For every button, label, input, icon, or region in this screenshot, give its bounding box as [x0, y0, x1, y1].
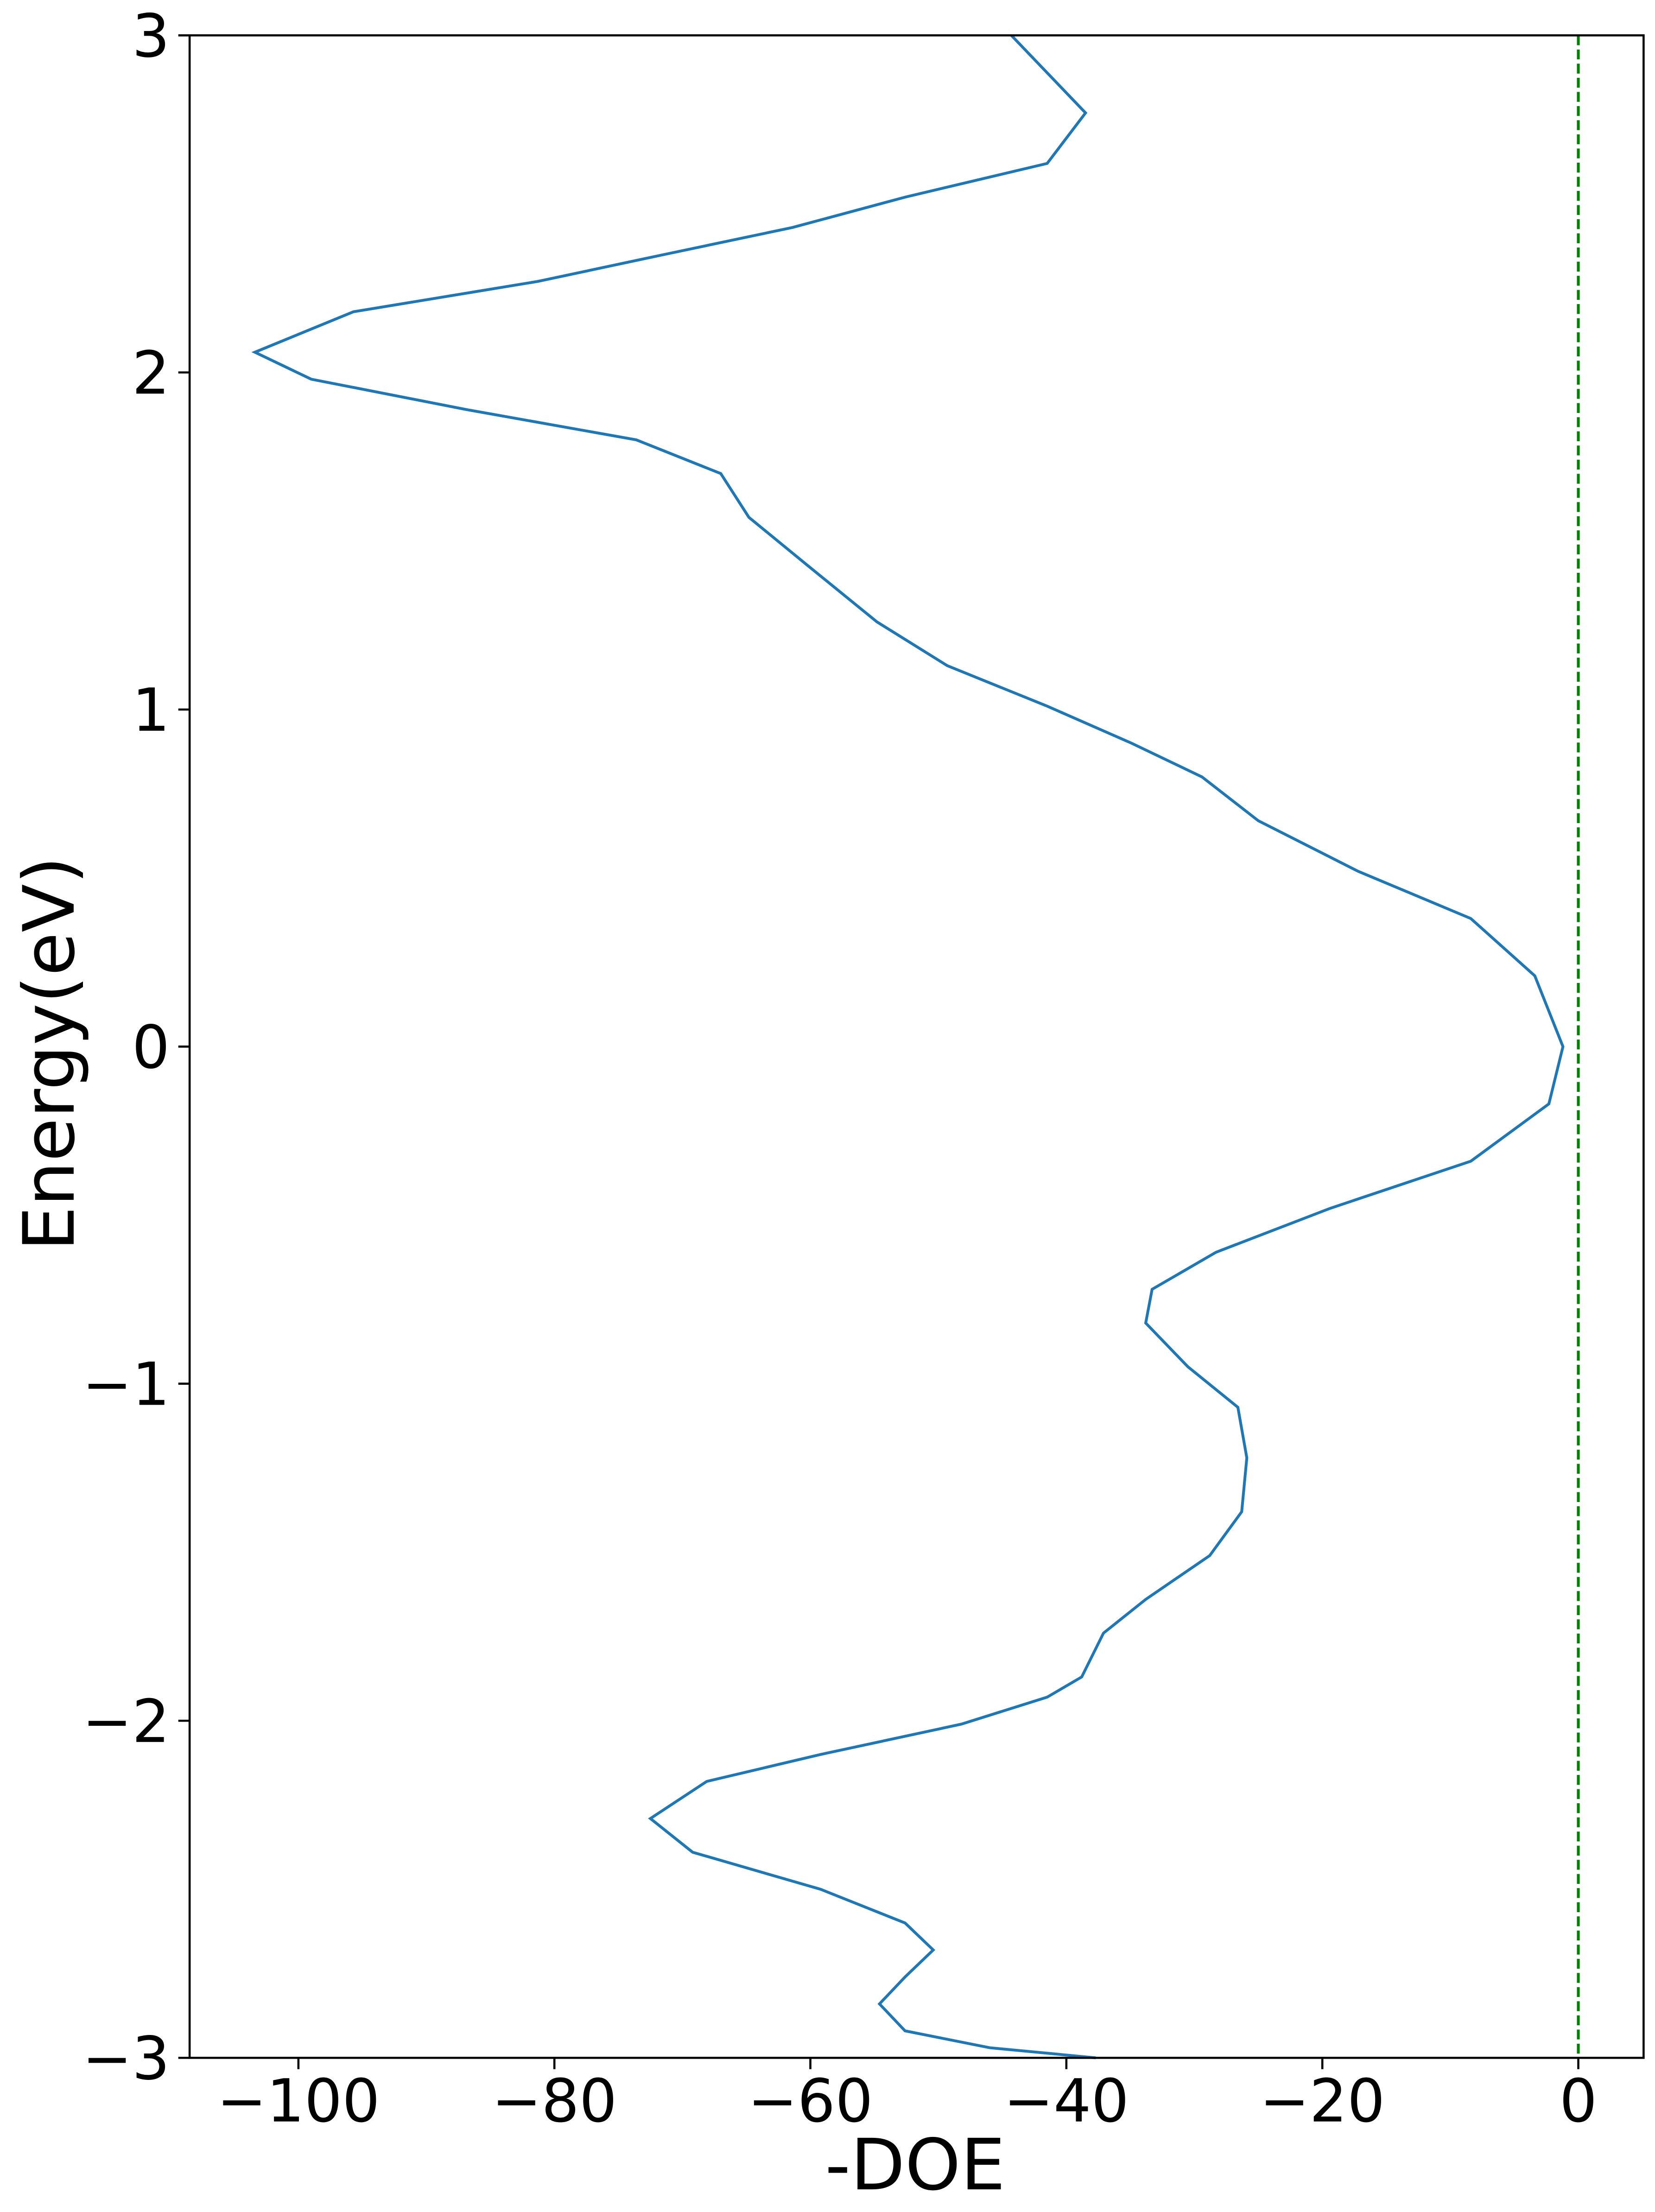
plot-frame — [188, 34, 1645, 2059]
y-tick-label: −1 — [82, 1350, 170, 1419]
y-tick-label: −2 — [82, 1687, 170, 1756]
x-tick-label: −20 — [1260, 2067, 1385, 2136]
y-axis-label: Energy(eV) — [8, 856, 90, 1251]
x-tick-label: −80 — [492, 2067, 617, 2136]
x-axis-label: -DOE — [825, 2123, 1005, 2206]
x-tick-label: 0 — [1560, 2067, 1598, 2136]
y-tick-label: 1 — [132, 676, 170, 745]
dos-line — [251, 34, 1565, 2060]
y-tick-label: 3 — [132, 2, 170, 71]
y-tick-label: 0 — [132, 1013, 170, 1082]
y-tick-label: −3 — [82, 2024, 170, 2093]
y-tick-label: 2 — [132, 339, 170, 408]
x-tick-label: −60 — [748, 2067, 873, 2136]
x-tick-label: −40 — [1004, 2067, 1129, 2136]
x-tick-label: −100 — [217, 2067, 380, 2136]
